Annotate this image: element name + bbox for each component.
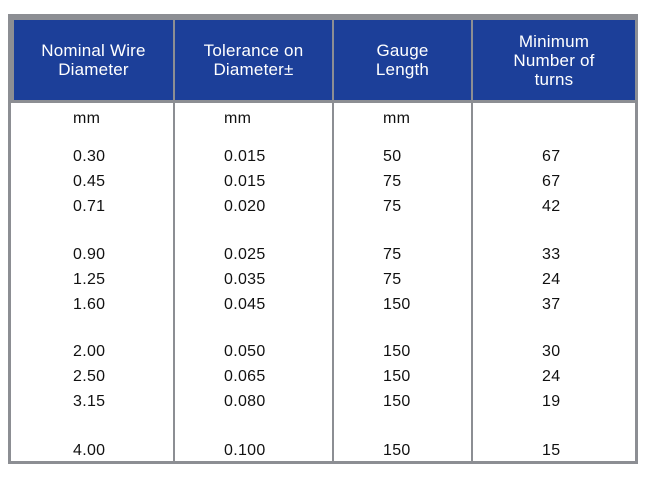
cell-nominal-diameter: 0.45 [73, 173, 106, 190]
cell-nominal-diameter: 0.90 [73, 246, 106, 263]
cell-tolerance: 0.015 [224, 148, 266, 165]
cell-nominal-diameter: 4.00 [73, 442, 106, 459]
cell-tolerance: 0.035 [224, 271, 266, 288]
cell-gauge-length: 150 [383, 368, 411, 385]
column-divider [471, 17, 473, 461]
cell-min-turns: 24 [542, 368, 561, 385]
cell-nominal-diameter: 3.15 [73, 393, 106, 410]
cell-tolerance: 0.065 [224, 368, 266, 385]
unit-gauge-length: mm [383, 110, 411, 127]
cell-gauge-length: 150 [383, 393, 411, 410]
unit-nominal-diameter: mm [73, 110, 101, 127]
unit-tolerance: mm [224, 110, 252, 127]
cell-min-turns: 15 [542, 442, 561, 459]
cell-tolerance: 0.025 [224, 246, 266, 263]
wire-specification-table: Nominal Wire Diameter Tolerance on Diame… [8, 14, 638, 464]
cell-nominal-diameter: 2.00 [73, 343, 106, 360]
cell-min-turns: 24 [542, 271, 561, 288]
header-nominal-wire-diameter: Nominal Wire Diameter [14, 20, 173, 100]
cell-tolerance: 0.015 [224, 173, 266, 190]
header-minimum-number-of-turns: Minimum Number of turns [473, 20, 635, 100]
cell-gauge-length: 75 [383, 246, 402, 263]
cell-tolerance: 0.045 [224, 296, 266, 313]
cell-gauge-length: 150 [383, 296, 411, 313]
cell-gauge-length: 75 [383, 173, 402, 190]
cell-min-turns: 37 [542, 296, 561, 313]
cell-nominal-diameter: 1.60 [73, 296, 106, 313]
cell-nominal-diameter: 2.50 [73, 368, 106, 385]
column-divider [332, 17, 334, 461]
column-divider [173, 17, 175, 461]
cell-min-turns: 42 [542, 198, 561, 215]
cell-gauge-length: 75 [383, 271, 402, 288]
cell-nominal-diameter: 1.25 [73, 271, 106, 288]
cell-tolerance: 0.080 [224, 393, 266, 410]
cell-nominal-diameter: 0.30 [73, 148, 106, 165]
cell-nominal-diameter: 0.71 [73, 198, 106, 215]
header-tolerance-on-diameter: Tolerance on Diameter± [175, 20, 332, 100]
cell-min-turns: 30 [542, 343, 561, 360]
header-row: Nominal Wire Diameter Tolerance on Diame… [11, 17, 635, 103]
cell-gauge-length: 150 [383, 343, 411, 360]
cell-min-turns: 33 [542, 246, 561, 263]
cell-gauge-length: 75 [383, 198, 402, 215]
cell-min-turns: 19 [542, 393, 561, 410]
header-gauge-length: Gauge Length [334, 20, 471, 100]
cell-min-turns: 67 [542, 148, 561, 165]
cell-min-turns: 67 [542, 173, 561, 190]
cell-gauge-length: 50 [383, 148, 402, 165]
cell-tolerance: 0.020 [224, 198, 266, 215]
cell-gauge-length: 150 [383, 442, 411, 459]
cell-tolerance: 0.050 [224, 343, 266, 360]
cell-tolerance: 0.100 [224, 442, 266, 459]
